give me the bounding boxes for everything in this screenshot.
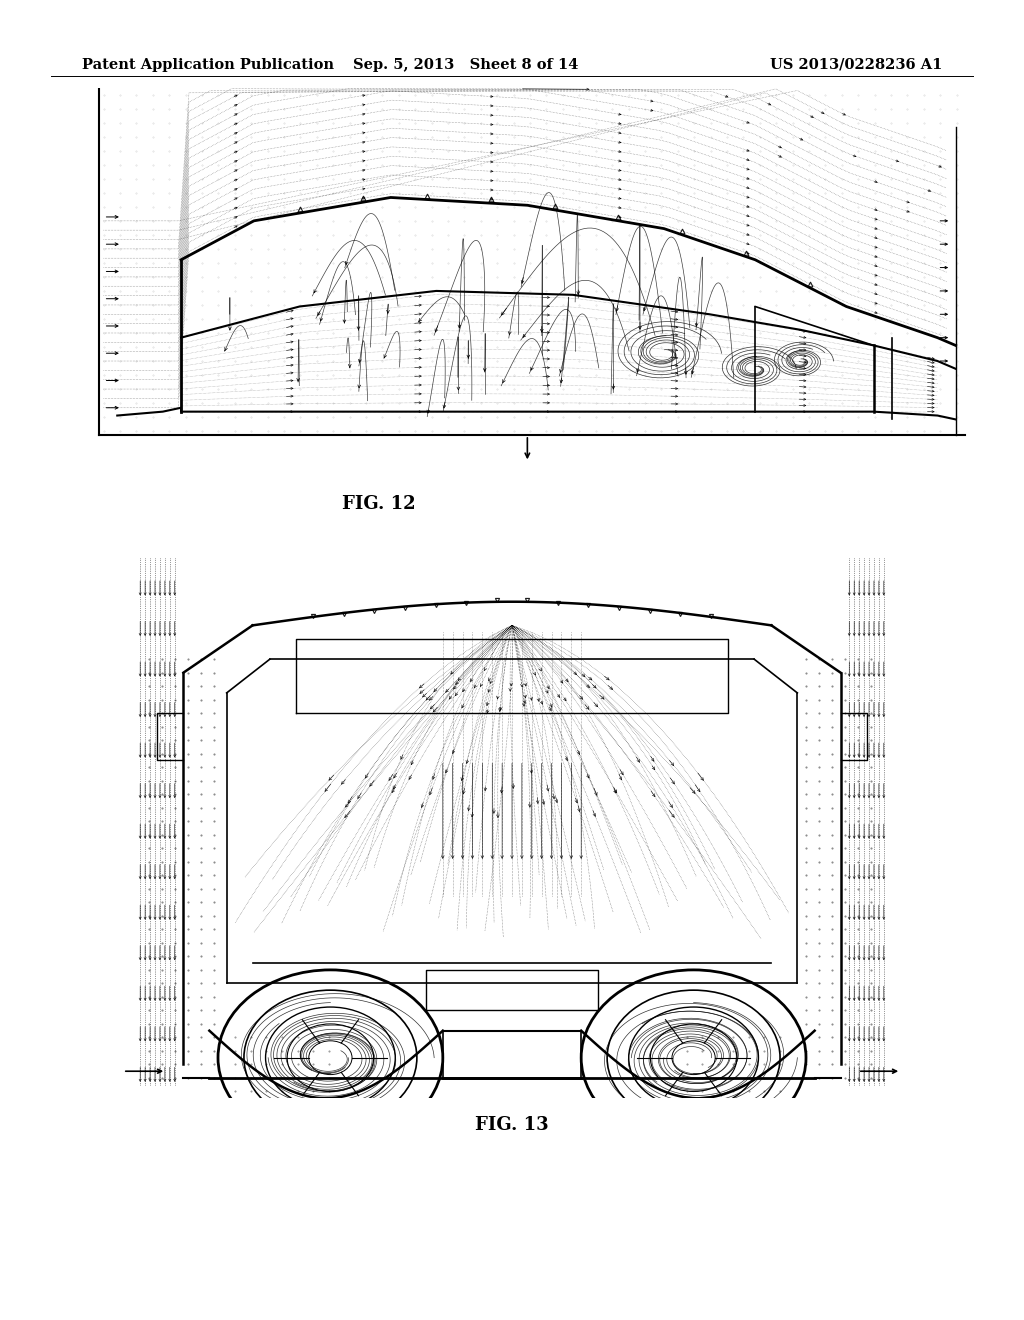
Text: US 2013/0228236 A1: US 2013/0228236 A1	[770, 58, 942, 71]
Text: Sep. 5, 2013   Sheet 8 of 14: Sep. 5, 2013 Sheet 8 of 14	[353, 58, 579, 71]
Text: FIG. 13: FIG. 13	[475, 1115, 549, 1134]
Text: Patent Application Publication: Patent Application Publication	[82, 58, 334, 71]
Text: FIG. 12: FIG. 12	[342, 495, 416, 513]
